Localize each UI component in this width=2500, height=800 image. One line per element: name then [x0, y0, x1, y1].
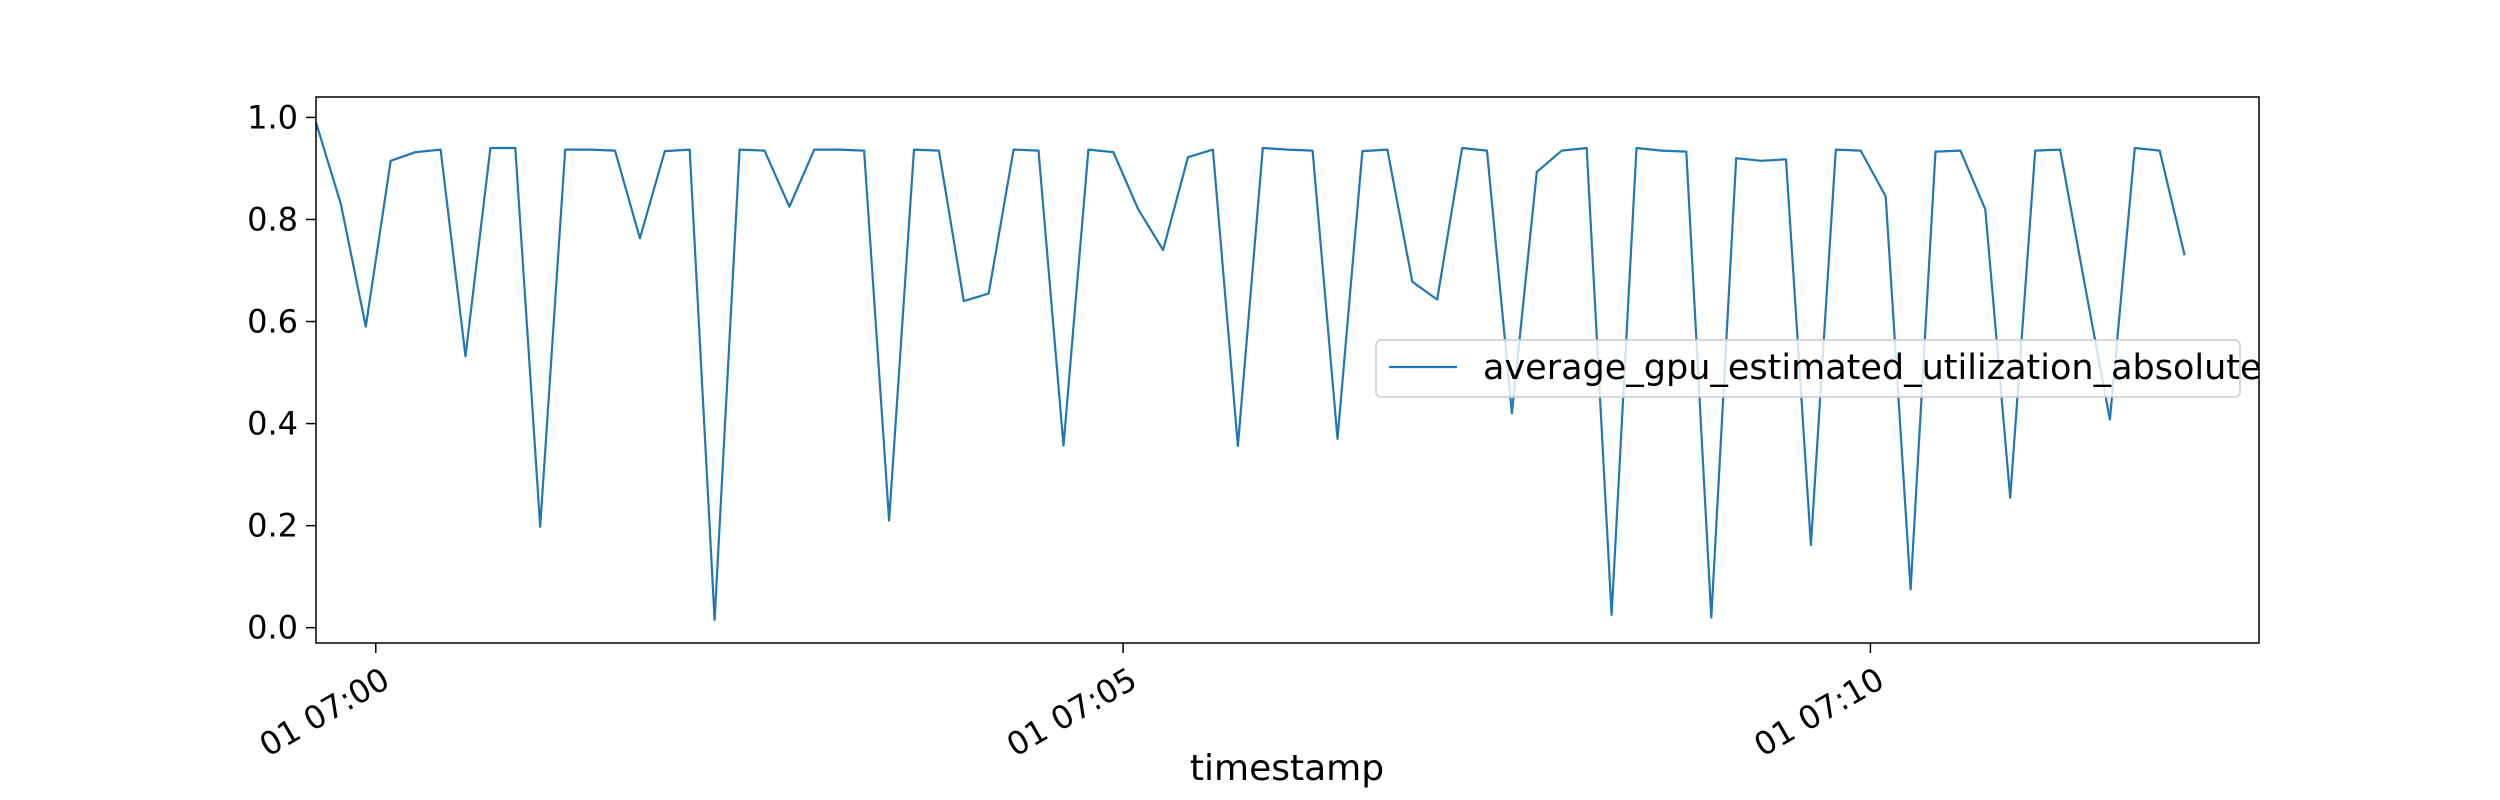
y-tick-label: 0.6 [247, 303, 298, 341]
y-tick-label: 1.0 [247, 98, 298, 136]
x-axis: 01 07:00 01 07:05 01 07:10 [253, 643, 1890, 764]
y-tick-label: 0.0 [247, 609, 298, 647]
legend-box [1375, 339, 2241, 398]
legend: average_gpu_estimated_utilization_absolu… [1375, 339, 2262, 398]
x-tick-label: 01 07:10 [1747, 660, 1890, 764]
plot-area-frame [315, 96, 2260, 644]
x-axis-title: timestamp [1190, 748, 1384, 789]
legend-label: average_gpu_estimated_utilization_absolu… [1483, 348, 2262, 388]
chart-marks [314, 122, 2186, 622]
x-tick-label: 01 07:00 [253, 660, 396, 764]
y-tick-label: 0.8 [247, 200, 298, 238]
y-tick-label: 0.2 [247, 507, 298, 545]
x-tick-label: 01 07:05 [1000, 660, 1143, 764]
y-axis: 0.0 0.2 0.4 0.6 0.8 1.0 [247, 98, 316, 647]
series-line-0 [314, 122, 2186, 622]
y-tick-label: 0.4 [247, 405, 298, 443]
